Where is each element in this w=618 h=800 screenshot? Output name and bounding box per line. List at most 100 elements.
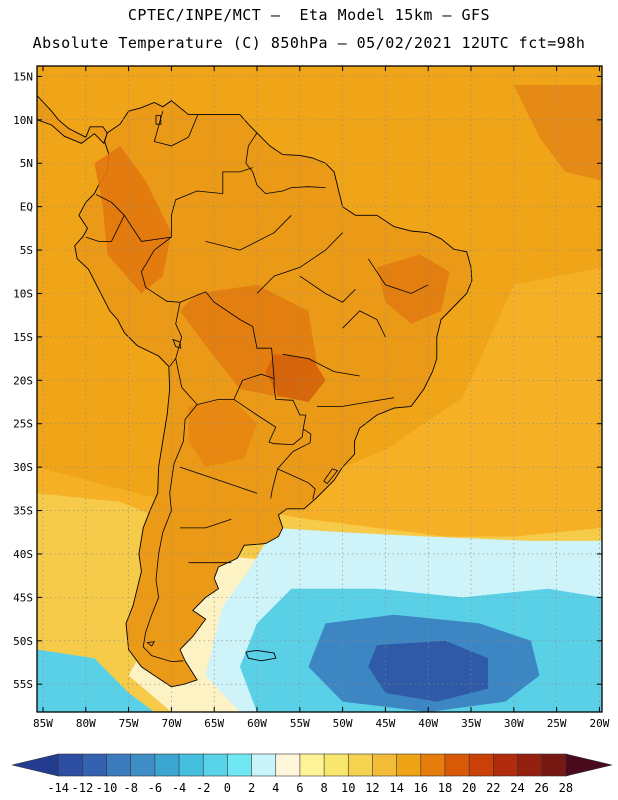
colorbar-swatch xyxy=(130,753,156,777)
colorbar-swatch xyxy=(57,753,84,777)
lon-label: 20W xyxy=(589,717,609,730)
colorbar-label: 10 xyxy=(341,781,355,795)
central-america-land xyxy=(37,94,108,145)
colorbar-label: 16 xyxy=(414,781,428,795)
lat-label: 15S xyxy=(13,331,33,344)
colorbar-swatch xyxy=(178,753,205,777)
temperature-colorbar xyxy=(11,753,613,777)
colorbar-label: -2 xyxy=(196,781,210,795)
colorbar-swatch xyxy=(347,753,374,777)
colorbar-label: 2 xyxy=(248,781,255,795)
colorbar-swatch xyxy=(444,753,470,777)
colorbar-label: -10 xyxy=(96,781,118,795)
zone-ne-warm xyxy=(513,85,602,181)
lat-label: 10N xyxy=(13,114,33,127)
lat-label: 35S xyxy=(13,505,33,518)
lon-label: 60W xyxy=(247,717,267,730)
warm-hotspots xyxy=(94,145,450,468)
colorbar-swatch xyxy=(11,753,59,777)
lat-label: 40S xyxy=(13,548,33,561)
colorbar-label: 14 xyxy=(389,781,403,795)
hotspot-chaco-south xyxy=(188,397,257,468)
lon-label: 65W xyxy=(204,717,224,730)
lat-label: 10S xyxy=(13,287,33,300)
lake-argentino xyxy=(146,641,156,647)
colorbar-label: 26 xyxy=(534,781,548,795)
lat-label: 5N xyxy=(20,157,33,170)
colorbar-label: 24 xyxy=(510,781,524,795)
falkland-islands xyxy=(245,649,277,662)
colorbar-label: -12 xyxy=(72,781,94,795)
country-border xyxy=(85,215,125,242)
lake-titicaca xyxy=(172,338,182,349)
colorbar-label: -4 xyxy=(172,781,186,795)
colorbar-swatch xyxy=(420,753,446,777)
hotspot-andes xyxy=(94,145,172,294)
lon-label: 55W xyxy=(290,717,310,730)
lon-label: 70W xyxy=(161,717,181,730)
colorbar-label: -14 xyxy=(47,781,69,795)
lat-label: EQ xyxy=(20,201,33,214)
lon-label: 25W xyxy=(547,717,567,730)
colorbar-swatch xyxy=(82,753,108,777)
colorbar-labels: -14 -12 -10 -8 -6 -4 -2 0 2 4 6 8 10 12 14 16 18 20 22 24 26… xyxy=(47,781,573,795)
lat-label: 5S xyxy=(20,244,33,257)
colorbar-swatch xyxy=(396,753,422,777)
lon-label: 35W xyxy=(461,717,481,730)
country-border xyxy=(256,232,343,294)
zone-cyan-sw xyxy=(37,649,155,712)
colorbar-swatch xyxy=(372,753,398,777)
colorbar-swatch xyxy=(468,753,495,777)
country-border xyxy=(282,353,360,377)
lat-label: 45S xyxy=(13,591,33,604)
country-border xyxy=(316,397,395,407)
colorbar-swatch xyxy=(517,753,543,777)
lat-label: 55S xyxy=(13,678,33,691)
zone-deep-blue xyxy=(368,640,489,702)
lon-label: 85W xyxy=(33,717,53,730)
country-border xyxy=(233,378,307,446)
colorbar-swatch xyxy=(202,753,229,777)
colorbar-label: 0 xyxy=(224,781,231,795)
colorbar-swatch xyxy=(106,753,132,777)
colorbar-label: 4 xyxy=(272,781,279,795)
colorbar-swatch xyxy=(493,753,519,777)
country-border xyxy=(142,404,198,663)
lat-label: 30S xyxy=(13,461,33,474)
lon-label: 75W xyxy=(119,717,139,730)
country-border xyxy=(299,275,356,303)
country-border xyxy=(270,468,278,499)
colorbar-label: 22 xyxy=(486,781,500,795)
colorbar-swatch xyxy=(275,753,301,777)
lat-label: 15N xyxy=(13,70,33,83)
colorbar-swatch xyxy=(251,753,277,777)
colorbar-swatch xyxy=(299,753,325,777)
lon-label: 30W xyxy=(504,717,524,730)
lon-label: 40W xyxy=(418,717,438,730)
map-frame xyxy=(36,65,603,713)
country-border xyxy=(170,167,253,238)
colorbar-swatch xyxy=(541,753,567,777)
lon-label: 45W xyxy=(375,717,395,730)
country-border xyxy=(180,518,232,529)
country-border xyxy=(245,132,326,195)
lat-label: 20S xyxy=(13,374,33,387)
colorbar-label: -8 xyxy=(123,781,137,795)
colorbar-label: 20 xyxy=(462,781,476,795)
colorbar-label: 8 xyxy=(320,781,327,795)
longitude-labels: 85W 80W 75W 70W 65W 60W 55W 50W 45W 40W 35W 30W 25W 2… xyxy=(33,66,610,730)
colorbar-label: -6 xyxy=(148,781,162,795)
map-content xyxy=(37,66,602,712)
country-border xyxy=(342,310,386,338)
colorbar-swatch xyxy=(154,753,180,777)
latitude-labels: 15N 10N 5N EQ 5S 10S 15S 20S 25S 30S 35S 40S 45S 50S 5… xyxy=(13,70,602,691)
map-title-line-1: CPTEC/INPE/MCT – Eta Model 15km – GFS xyxy=(127,6,491,24)
country-border xyxy=(367,258,429,294)
map-title-line-2: Absolute Temperature (C) 850hPa – 05/02/… xyxy=(32,34,586,52)
colorbar-label: 12 xyxy=(365,781,379,795)
political-borders xyxy=(85,111,429,663)
lon-label: 80W xyxy=(76,717,96,730)
lake-maracaibo xyxy=(155,115,162,125)
lon-label: 50W xyxy=(333,717,353,730)
